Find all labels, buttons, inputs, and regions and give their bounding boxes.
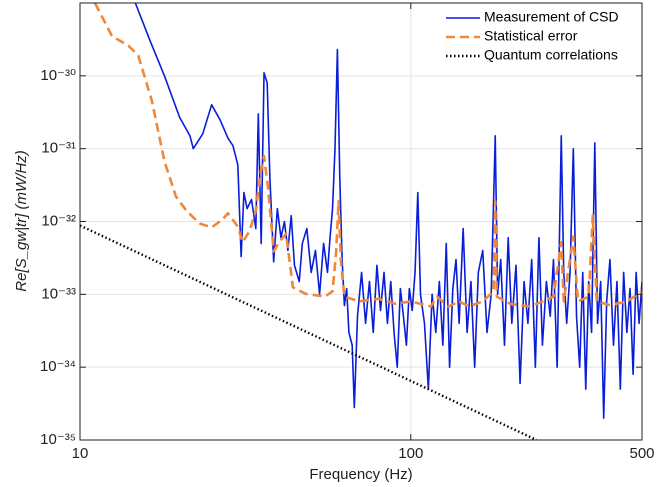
legend-box (438, 6, 638, 71)
y-tick-label: 10⁻³⁵ (40, 431, 76, 448)
legend-label: Statistical error (484, 28, 578, 44)
legend-label: Measurement of CSD (484, 9, 619, 25)
data-line (80, 224, 538, 440)
legend-label: Quantum correlations (484, 47, 618, 63)
x-axis-label: Frequency (Hz) (309, 466, 412, 483)
legend: Measurement of CSD Statistical error Quant… (438, 6, 638, 71)
data-line (93, 3, 642, 308)
axes: 10⁻³⁵ 10⁻³⁴ 10⁻³³ 10⁻³² 10⁻³¹ 10⁻³⁰ 10 100 500 (40, 3, 655, 462)
y-tick-label: 10⁻³⁴ (40, 358, 76, 375)
y-tick-label: 10⁻³³ (41, 285, 76, 302)
y-tick-label: 10⁻³⁰ (40, 67, 76, 84)
x-tick-label: 100 (398, 445, 423, 462)
y-axis-label: Re[S_gw|tr] (mW/Hz) (13, 150, 30, 291)
y-tick-label: 10⁻³¹ (41, 140, 76, 157)
y-tick-label: 10⁻³² (41, 212, 76, 229)
x-tick-label: 10 (72, 445, 89, 462)
data-line (134, 3, 642, 419)
lines (80, 3, 642, 440)
x-tick-label: 500 (629, 445, 654, 462)
